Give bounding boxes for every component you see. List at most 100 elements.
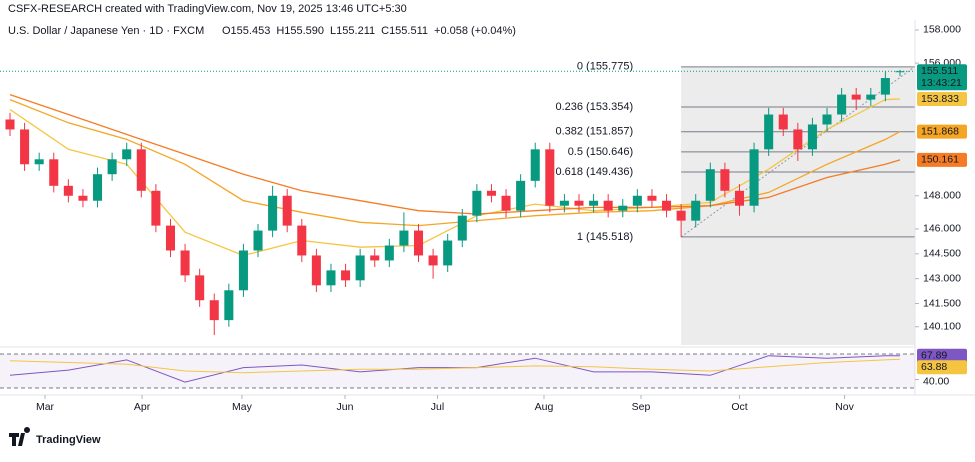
candle-body	[107, 159, 117, 175]
candle-body	[311, 255, 321, 286]
y-tick-label: 148.000	[923, 190, 961, 202]
fib-label: 0.382 (151.857)	[555, 126, 633, 138]
candle-body	[341, 270, 351, 281]
candle-body	[355, 255, 365, 281]
ohlc-value: L155.211	[330, 25, 375, 37]
candle-body	[676, 210, 686, 221]
x-tick-label: Nov	[835, 401, 854, 413]
candle-body	[749, 149, 759, 206]
ohlc-value: H155.590	[276, 25, 324, 37]
y-tick-label: 144.500	[923, 248, 961, 260]
ma-price-tag: 153.833	[921, 93, 959, 105]
candle-body	[136, 149, 146, 191]
x-tick-label: Jun	[337, 401, 354, 413]
candle-body	[268, 195, 278, 231]
x-tick-label: Mar	[36, 401, 55, 413]
candle-body	[195, 275, 205, 301]
candle-body	[413, 230, 424, 256]
candle-body	[34, 159, 44, 165]
fib-label: 0.236 (153.354)	[555, 101, 633, 113]
ohlc-value: O155.453	[222, 25, 270, 37]
candle-body	[151, 190, 161, 226]
ma-price-tag: 151.868	[921, 125, 959, 137]
candle-body	[647, 195, 657, 201]
candle-body	[165, 225, 176, 251]
candle-body	[734, 190, 745, 206]
ma-price-tag: 150.161	[921, 154, 959, 166]
candle-body	[574, 200, 584, 206]
candle-body	[122, 149, 132, 160]
candle-body	[224, 290, 234, 321]
rsi-band	[0, 353, 915, 389]
candle-body	[501, 195, 511, 211]
candle-body	[720, 169, 730, 191]
rsi-tag: 67.89	[921, 350, 947, 362]
candle-body	[778, 114, 788, 130]
candle-body	[180, 250, 190, 276]
candle-body	[253, 230, 263, 251]
candle-body	[63, 185, 73, 196]
candle-body	[472, 190, 482, 216]
candle-body	[603, 200, 613, 211]
candle-body	[545, 149, 555, 206]
candle-body	[399, 230, 409, 246]
rsi-tag: 63.88	[921, 361, 947, 373]
candle-body	[78, 195, 88, 201]
candle-body	[5, 119, 15, 130]
rsi-line	[9, 358, 901, 374]
candle-body	[428, 255, 438, 266]
rsi-y-tick-label: 40.00	[923, 375, 949, 387]
candle-body	[764, 114, 774, 150]
candle-body	[297, 225, 307, 256]
y-tick-label: 140.100	[923, 321, 961, 333]
candle-body	[443, 240, 453, 266]
candle-body	[632, 195, 642, 206]
candle-body	[837, 94, 847, 115]
candle-body	[457, 215, 467, 241]
candle-body	[209, 300, 219, 321]
y-tick-label: 143.000	[923, 272, 961, 284]
candle-body	[93, 174, 103, 201]
candle-body	[705, 169, 715, 201]
rsi-tag-bg	[917, 360, 967, 375]
rsi-tag-bg	[917, 348, 967, 363]
candle-body	[238, 250, 248, 291]
y-tick-label: 158.000	[923, 24, 961, 36]
brand: TradingView	[36, 434, 101, 446]
candle-body	[384, 245, 394, 261]
y-tick-label: 141.500	[923, 297, 961, 309]
y-tick-label: 146.000	[923, 223, 961, 235]
ma-price-tag-bg	[917, 124, 967, 139]
ohlc-value: +0.058 (+0.04%)	[434, 25, 516, 37]
x-tick-label: Apr	[134, 401, 151, 413]
x-tick-label: Aug	[535, 401, 554, 413]
fib-label: 1 (145.518)	[577, 231, 633, 243]
price-tag: 155.511	[921, 65, 958, 77]
candle-body	[851, 94, 861, 100]
ma-price-tag-bg	[917, 92, 967, 107]
fib-region	[681, 66, 915, 345]
candle-body	[895, 71, 905, 73]
fib-label: 0.618 (149.436)	[555, 166, 633, 178]
candle-body	[516, 180, 526, 211]
candle-body	[530, 149, 540, 181]
candle-body	[822, 114, 832, 125]
candle-body	[559, 200, 569, 206]
ma-price-tag-bg	[917, 152, 967, 167]
candle-body	[20, 129, 30, 165]
x-tick-label: Sep	[632, 401, 651, 413]
fib-label: 0.5 (150.646)	[568, 146, 633, 158]
x-tick-label: Oct	[731, 401, 747, 413]
candle-body	[793, 129, 803, 150]
candle-body	[370, 255, 380, 261]
candle-body	[866, 94, 876, 100]
candle-body	[589, 200, 599, 206]
fib-label: 0 (155.775)	[577, 61, 633, 73]
candle-body	[691, 200, 701, 221]
countdown: 13:43:21	[921, 77, 962, 89]
ohlc-value: C155.511	[381, 25, 428, 37]
candle-body	[807, 124, 817, 150]
candle-body	[662, 200, 672, 211]
symbol: U.S. Dollar / Japanese Yen · 1D · FXCM	[8, 25, 204, 37]
candle-body	[486, 190, 496, 196]
